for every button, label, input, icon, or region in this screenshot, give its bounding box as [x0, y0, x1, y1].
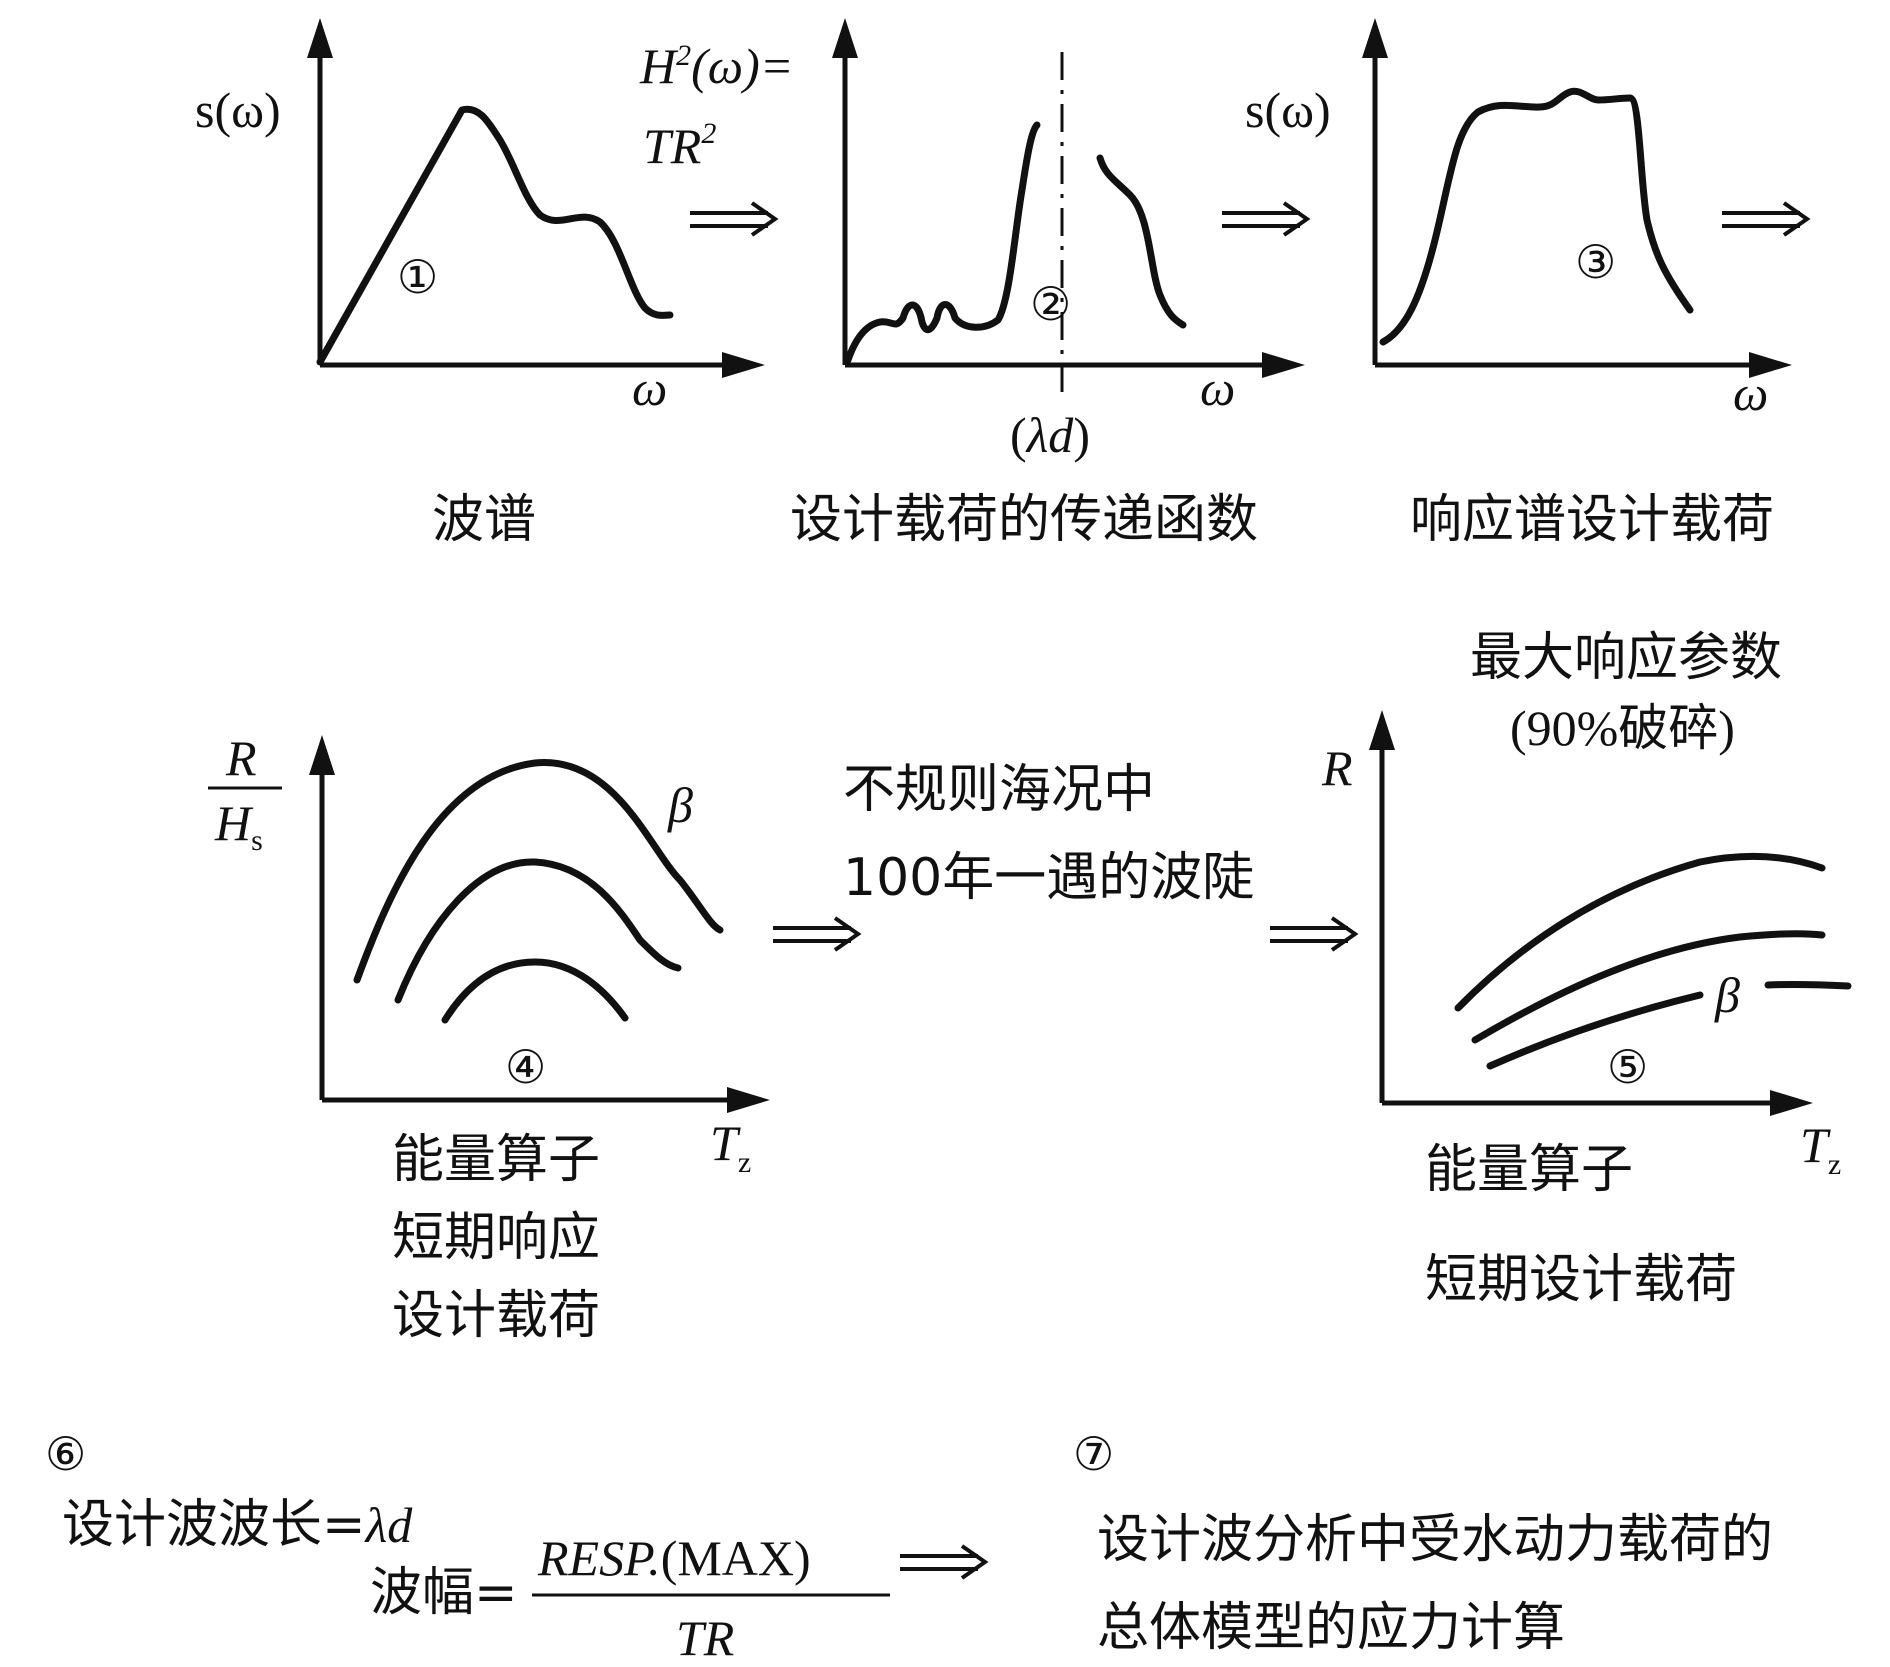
panel5-axes — [1369, 710, 1813, 1116]
step7-text-line-1: 设计波分析中受水动力载荷的 — [1097, 1510, 1773, 1570]
panel4-curve-beta-low — [441, 958, 629, 1024]
panel2-transfer-curve-right — [1096, 154, 1187, 329]
panel5-y-axis-label: R — [1321, 740, 1353, 796]
panel2-tick-label: (λd) — [1010, 407, 1090, 463]
panel4-curve-beta-mid — [394, 858, 682, 1004]
step6-amplitude-numerator: RESP.(MAX) — [537, 1530, 811, 1586]
middle-text-line-2: 100年一遇的波陡 — [843, 848, 1254, 908]
panel3-axes — [1362, 18, 1792, 378]
panel4-y-axis-denominator: Hs — [214, 795, 263, 857]
step7-marker: ⑦ — [1073, 1427, 1114, 1481]
panel5-curve-mid — [1471, 930, 1826, 1044]
panel-short-term-response: R Hs Tz β ④ 能量算子 短期响应 设计载荷 — [208, 730, 770, 1346]
panel4-marker: ④ — [505, 1040, 546, 1094]
panel2-caption: 设计载荷的传递函数 — [790, 490, 1258, 550]
panel3-x-axis-label: ω — [1733, 365, 1768, 421]
panel4-curve-beta-high — [353, 759, 724, 984]
arrow-1-to-2 — [690, 201, 779, 237]
panel3-caption: 响应谱设计载荷 — [1410, 490, 1774, 550]
panel1-y-axis-label: s(ω) — [195, 82, 281, 138]
panel4-caption-line-3: 设计载荷 — [392, 1286, 600, 1346]
step6-amplitude-denominator: TR — [676, 1610, 734, 1666]
panel3-y-axis-label: s(ω) — [1245, 82, 1331, 138]
panel4-axes — [309, 735, 770, 1113]
panel2-y-axis-label-bottom: TR2 — [643, 117, 716, 174]
panel1-marker: ① — [397, 250, 438, 304]
step6-amplitude-label: 波幅= — [370, 1563, 518, 1623]
panel5-curve-bottom-tail — [1764, 980, 1852, 990]
step7-text-line-2: 总体模型的应力计算 — [1097, 1598, 1565, 1658]
panel3-response-curve — [1379, 87, 1694, 346]
step6-design-wave: ⑥ 设计波波长=λd 波幅= RESP.(MAX) TR — [45, 1427, 890, 1666]
step7-stress-calculation: ⑦ 设计波分析中受水动力载荷的 总体模型的应力计算 — [1073, 1427, 1773, 1658]
panel-response-spectrum: s(ω) ω ③ 响应谱设计载荷 — [1245, 18, 1792, 550]
panel1-spectrum-curve — [316, 105, 674, 366]
panel2-marker: ② — [1030, 277, 1071, 331]
arrow-3-to-next — [1722, 201, 1811, 237]
panel5-marker: ⑤ — [1607, 1040, 1648, 1094]
panel5-x-axis-label: Tz — [1800, 1117, 1841, 1181]
middle-wave-steepness-text: 不规则海况中 100年一遇的波陡 — [843, 760, 1254, 908]
arrow-6-to-7 — [900, 1544, 989, 1580]
panel-wave-spectrum: s(ω) ω ① 波谱 — [195, 18, 765, 550]
panel2-transfer-curve-left — [844, 121, 1041, 364]
panel-transfer-function: H2(ω)= TR2 ω ② (λd) 设计载荷的传递函数 — [639, 18, 1305, 550]
arrow-middle-to-5 — [1270, 916, 1359, 952]
panel3-marker: ③ — [1575, 235, 1616, 289]
panel4-caption-line-2: 短期响应 — [392, 1208, 600, 1268]
panel4-y-axis-numerator: R — [225, 730, 257, 786]
middle-text-line-1: 不规则海况中 — [843, 760, 1155, 820]
panel2-axes — [832, 18, 1305, 378]
arrow-2-to-3 — [1222, 201, 1311, 237]
panel5-caption-line-1: 能量算子 — [1425, 1140, 1633, 1200]
panel1-caption: 波谱 — [432, 490, 536, 550]
step6-wavelength: 设计波波长=λd — [62, 1495, 413, 1555]
panel5-curve-label: β — [1714, 967, 1740, 1023]
panel4-caption-line-1: 能量算子 — [392, 1130, 600, 1190]
panel4-curve-label: β — [667, 777, 693, 833]
panel5-title-line-2: (90%破碎) — [1510, 700, 1735, 756]
panel1-axes — [307, 18, 765, 378]
arrow-4-to-middle — [773, 916, 862, 952]
panel5-caption-line-2: 短期设计载荷 — [1425, 1250, 1737, 1310]
panel2-y-axis-label-top: H2(ω)= — [639, 38, 793, 94]
panel5-title-line-1: 最大响应参数 — [1470, 628, 1782, 688]
panel-max-response: 最大响应参数 (90%破碎) β R Tz ⑤ 能量算子 短期设计载荷 — [1321, 628, 1852, 1310]
step6-marker: ⑥ — [45, 1427, 86, 1481]
panel2-x-axis-label: ω — [1200, 360, 1235, 416]
panel4-x-axis-label: Tz — [710, 1115, 751, 1179]
panel5-curve-bottom — [1486, 991, 1704, 1070]
panel5-curve-top — [1454, 852, 1826, 1012]
panel1-x-axis-label: ω — [632, 360, 667, 416]
